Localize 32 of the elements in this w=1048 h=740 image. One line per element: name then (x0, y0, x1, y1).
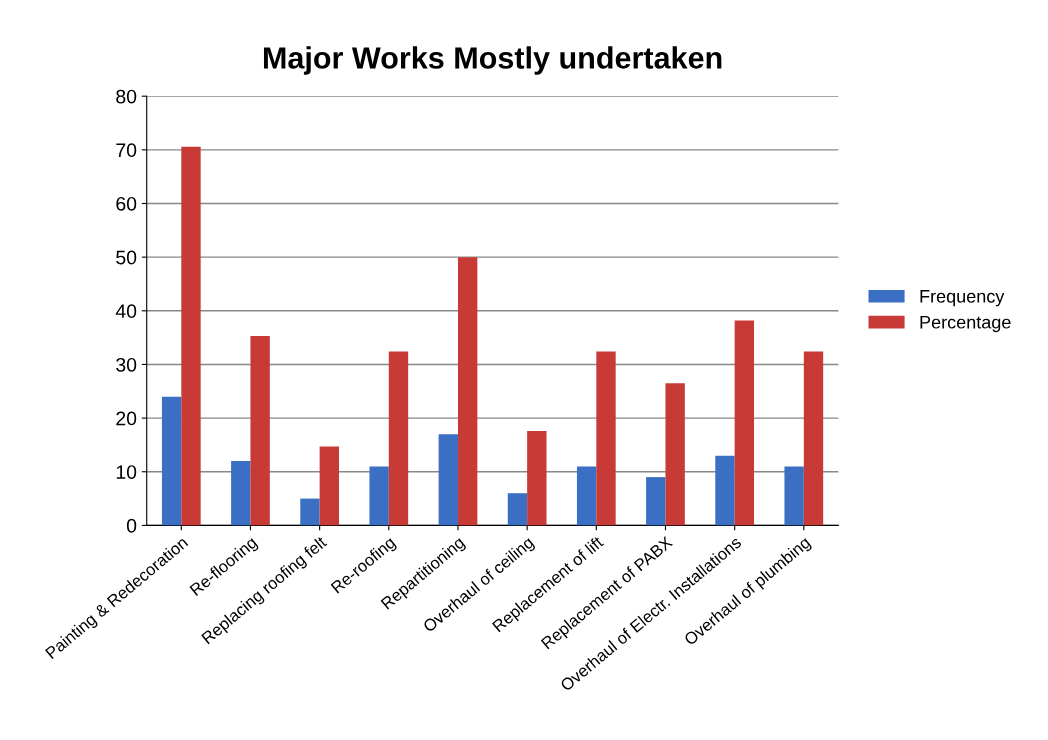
bar (388, 351, 409, 526)
y-tick-label: 10 (116, 465, 137, 479)
bar (161, 396, 182, 526)
legend-label: Frequency (920, 290, 1005, 307)
bar (646, 477, 666, 526)
chart-title: Major Works Mostly undertaken (263, 46, 722, 75)
bar (300, 498, 320, 526)
bar (734, 320, 755, 526)
y-tick-label: 0 (126, 518, 137, 533)
bar (784, 466, 804, 526)
bar (596, 351, 616, 526)
y-tick-label: 40 (115, 304, 137, 319)
bar (231, 461, 251, 526)
bar (457, 257, 478, 526)
y-tick-label: 80 (116, 89, 137, 104)
y-tick-label: 20 (116, 411, 137, 426)
y-tick-label: 60 (116, 196, 137, 211)
bar (319, 446, 340, 526)
bar (507, 493, 528, 526)
bar (250, 336, 270, 526)
bar (803, 351, 824, 526)
bar (438, 434, 458, 526)
bar (181, 146, 201, 526)
bar (369, 466, 389, 526)
y-tick-label: 50 (116, 250, 137, 265)
bar (715, 455, 735, 526)
legend-label: Percentage (920, 315, 1011, 333)
bar (576, 466, 597, 526)
y-tick-label: 30 (116, 357, 137, 372)
bar (527, 430, 547, 526)
bar (665, 383, 685, 526)
y-tick-label: 70 (116, 143, 137, 158)
